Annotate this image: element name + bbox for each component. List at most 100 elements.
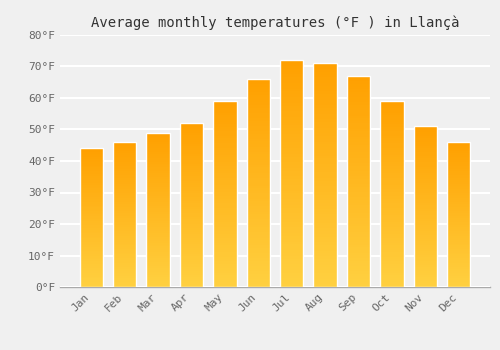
Bar <box>380 192 404 194</box>
Bar <box>347 176 370 179</box>
Bar <box>213 217 236 220</box>
Bar <box>280 120 303 122</box>
Bar <box>314 117 337 119</box>
Bar <box>80 197 103 199</box>
Bar <box>280 185 303 188</box>
Bar <box>80 232 103 233</box>
Bar <box>246 116 270 118</box>
Bar <box>314 237 337 239</box>
Bar <box>180 228 203 230</box>
Bar <box>347 94 370 97</box>
Bar <box>146 250 170 252</box>
Bar <box>447 180 470 182</box>
Bar <box>180 240 203 242</box>
Bar <box>280 162 303 165</box>
Bar <box>414 255 437 257</box>
Bar <box>314 133 337 136</box>
Bar <box>246 131 270 134</box>
Bar <box>113 156 136 159</box>
Bar <box>447 231 470 233</box>
Bar <box>113 176 136 178</box>
Bar <box>180 189 203 191</box>
Bar <box>180 275 203 277</box>
Bar <box>113 178 136 180</box>
Bar <box>314 145 337 147</box>
Bar <box>146 235 170 237</box>
Bar <box>180 138 203 140</box>
Bar <box>246 191 270 194</box>
Bar <box>213 231 236 233</box>
Bar <box>146 258 170 260</box>
Bar <box>314 119 337 122</box>
Bar <box>146 216 170 218</box>
Bar <box>80 276 103 278</box>
Bar <box>213 233 236 236</box>
Bar <box>414 197 437 199</box>
Bar <box>414 126 437 287</box>
Bar <box>113 249 136 251</box>
Bar <box>246 194 270 196</box>
Bar <box>380 106 404 108</box>
Bar <box>146 279 170 281</box>
Bar <box>347 268 370 271</box>
Bar <box>246 282 270 285</box>
Bar <box>213 185 236 187</box>
Bar <box>414 229 437 231</box>
Bar <box>213 162 236 164</box>
Bar <box>180 174 203 176</box>
Bar <box>380 243 404 245</box>
Bar <box>280 247 303 250</box>
Bar <box>80 181 103 183</box>
Bar <box>447 196 470 198</box>
Bar <box>347 105 370 107</box>
Bar <box>180 154 203 156</box>
Bar <box>80 161 103 162</box>
Bar <box>213 134 236 136</box>
Bar <box>146 133 170 135</box>
Bar <box>213 250 236 252</box>
Bar <box>113 254 136 256</box>
Bar <box>414 153 437 154</box>
Bar <box>314 164 337 167</box>
Bar <box>113 229 136 231</box>
Bar <box>347 261 370 263</box>
Bar <box>314 273 337 276</box>
Bar <box>314 136 337 139</box>
Bar <box>347 102 370 105</box>
Bar <box>347 160 370 163</box>
Bar <box>246 149 270 152</box>
Bar <box>314 186 337 189</box>
Bar <box>314 228 337 231</box>
Bar <box>146 173 170 175</box>
Bar <box>113 153 136 155</box>
Bar <box>380 215 404 217</box>
Bar <box>347 234 370 237</box>
Bar <box>380 162 404 164</box>
Bar <box>113 274 136 276</box>
Bar <box>113 144 136 146</box>
Bar <box>447 253 470 254</box>
Bar <box>180 156 203 158</box>
Bar <box>213 136 236 138</box>
Bar <box>447 142 470 144</box>
Bar <box>280 259 303 261</box>
Bar <box>380 180 404 182</box>
Bar <box>80 265 103 266</box>
Bar <box>280 216 303 219</box>
Bar <box>380 264 404 266</box>
Bar <box>113 242 136 244</box>
Bar <box>447 159 470 160</box>
Bar <box>246 264 270 266</box>
Bar <box>347 76 370 79</box>
Bar <box>213 280 236 282</box>
Bar <box>447 262 470 264</box>
Bar <box>347 147 370 150</box>
Bar <box>80 176 103 178</box>
Bar <box>314 217 337 220</box>
Bar <box>113 159 136 160</box>
Bar <box>280 208 303 210</box>
Bar <box>146 194 170 196</box>
Bar <box>347 100 370 102</box>
Bar <box>113 281 136 284</box>
Bar <box>113 278 136 280</box>
